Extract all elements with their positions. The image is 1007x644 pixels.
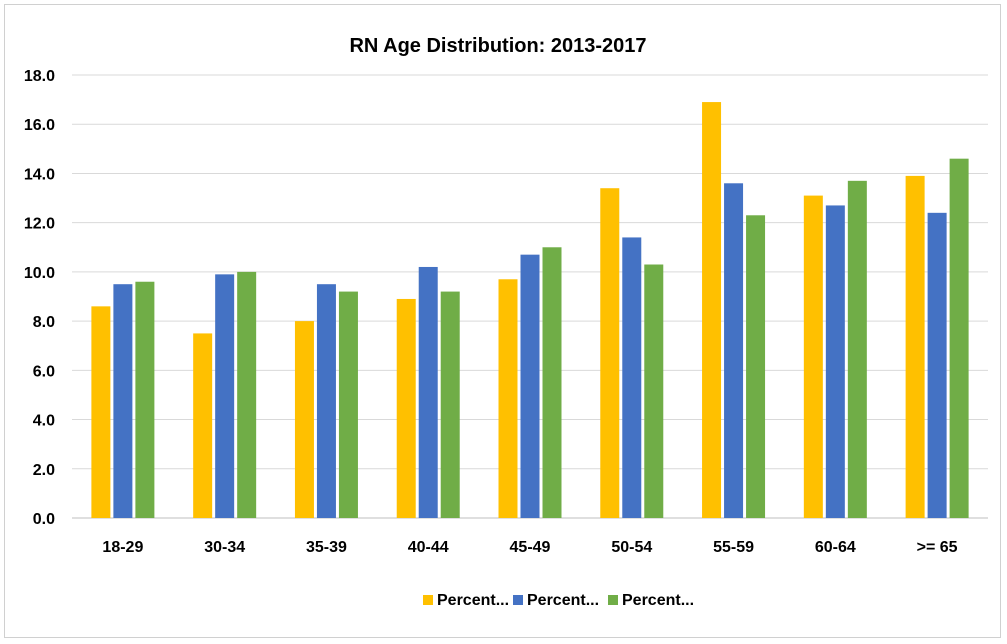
bar — [600, 188, 620, 518]
x-tick-label: 40-44 — [408, 539, 449, 556]
bar — [825, 205, 845, 518]
chart-title: RN Age Distribution: 2013-2017 — [349, 35, 646, 57]
bar — [316, 284, 336, 518]
x-tick-label: 30-34 — [204, 539, 245, 556]
y-axis-ticks: 0.0 2.0 4.0 6.0 8.0 10.0 12.0 14.0 16.0 18.0 — [24, 68, 55, 528]
x-tick-label: 60-64 — [815, 539, 856, 556]
y-tick-label: 18.0 — [24, 68, 55, 85]
x-tick-label: 35-39 — [306, 539, 347, 556]
bar — [949, 158, 969, 518]
x-tick-label: 45-49 — [510, 539, 551, 556]
bar — [237, 271, 257, 518]
bar — [644, 264, 664, 518]
bar — [396, 298, 416, 518]
bar — [294, 321, 314, 518]
bar — [498, 279, 518, 518]
bar — [520, 254, 540, 518]
bar — [702, 102, 722, 519]
bar — [338, 291, 358, 518]
bar — [803, 195, 823, 518]
bar — [847, 180, 867, 519]
bar — [927, 212, 947, 519]
legend-label: Percent... — [527, 592, 599, 609]
legend: Percent... Percent... Percent... — [423, 592, 694, 609]
legend-label: Percent... — [437, 592, 509, 609]
bar-chart: RN Age Distribution: 2013-2017 0.0 2.0 4.0… — [24, 35, 988, 609]
bar — [135, 281, 155, 518]
y-tick-label: 2.0 — [33, 462, 55, 479]
y-tick-label: 16.0 — [24, 117, 55, 134]
x-axis-ticks: 18-29 30-34 35-39 40-44 45-49 50-54 55-59 60-64… — [102, 539, 957, 556]
bar — [440, 291, 460, 518]
x-tick-label: 50-54 — [611, 539, 652, 556]
bar — [418, 266, 438, 518]
x-tick-label: 18-29 — [102, 539, 143, 556]
y-tick-label: 14.0 — [24, 166, 55, 183]
bar — [215, 274, 235, 518]
bar — [746, 215, 766, 519]
legend-swatch — [608, 595, 618, 605]
bar — [91, 306, 111, 518]
x-tick-label: >= 65 — [917, 539, 958, 556]
bar — [542, 247, 562, 518]
bar — [193, 333, 213, 518]
bar — [622, 237, 642, 518]
bar — [113, 284, 133, 518]
legend-swatch — [513, 595, 523, 605]
legend-label: Percent... — [622, 592, 694, 609]
y-tick-label: 12.0 — [24, 216, 55, 233]
bar — [724, 183, 744, 519]
chart-frame: RN Age Distribution: 2013-2017 0.0 2.0 4.0… — [4, 4, 1001, 638]
bars — [91, 102, 969, 519]
y-tick-label: 10.0 — [24, 265, 55, 282]
y-tick-label: 8.0 — [33, 314, 55, 331]
y-tick-label: 4.0 — [33, 413, 55, 430]
y-tick-label: 0.0 — [33, 511, 55, 528]
x-tick-label: 55-59 — [713, 539, 754, 556]
bar — [905, 175, 925, 518]
y-tick-label: 6.0 — [33, 363, 55, 380]
legend-swatch — [423, 595, 433, 605]
